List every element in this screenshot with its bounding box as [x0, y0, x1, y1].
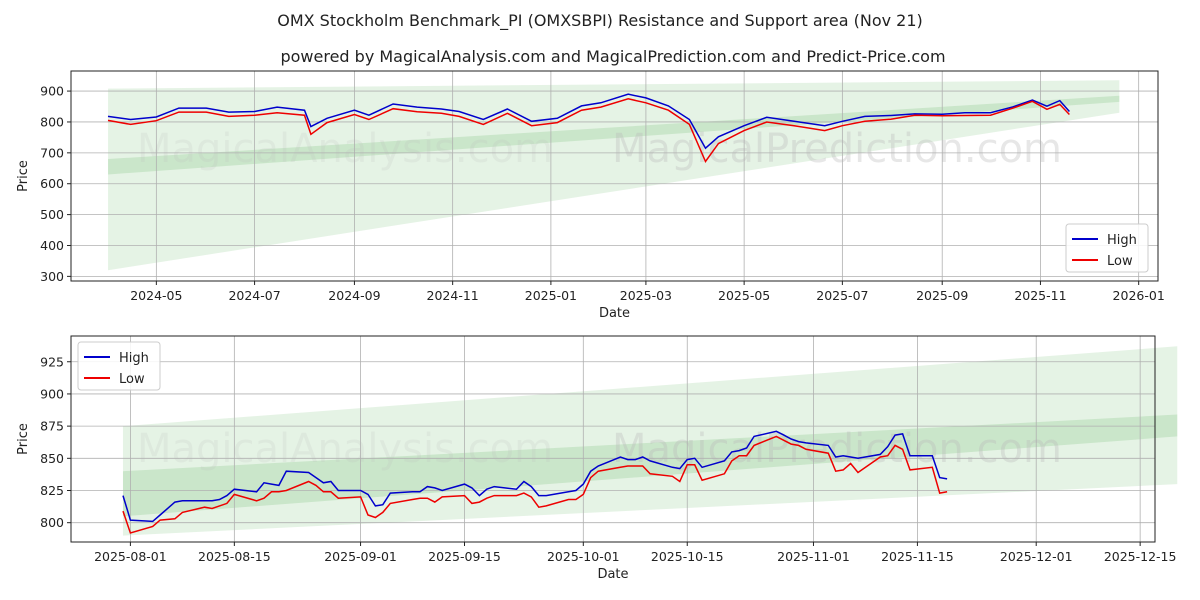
- x-tick-label: 2025-10-15: [651, 549, 724, 564]
- y-tick-label: 875: [40, 419, 64, 434]
- legend: High Low: [77, 341, 161, 391]
- x-tick-label: 2025-11: [1014, 288, 1066, 303]
- x-tick-label: 2024-09: [328, 288, 380, 303]
- y-tick-label: 300: [40, 269, 64, 284]
- legend-label-low: Low: [119, 372, 145, 387]
- watermark: MagicalAnalysis.com: [137, 426, 553, 472]
- y-tick-label: 500: [40, 207, 64, 222]
- legend-label-high: High: [119, 351, 149, 366]
- chart-subtitle: powered by MagicalAnalysis.com and Magic…: [280, 47, 945, 66]
- x-tick-label: 2025-11-01: [777, 549, 850, 564]
- watermark: MagicalPrediction.com: [612, 126, 1062, 172]
- x-axis-label: Date: [599, 306, 630, 321]
- x-tick-label: 2025-09: [916, 288, 968, 303]
- y-axis-label: Price: [16, 160, 31, 192]
- legend-label-low: Low: [1107, 254, 1133, 269]
- resistance-support-band: [108, 80, 1120, 271]
- x-tick-label: 2025-08-15: [198, 549, 271, 564]
- y-tick-label: 850: [40, 451, 64, 466]
- x-tick-label: 2024-07: [228, 288, 280, 303]
- plot-frame: [70, 335, 1156, 543]
- top-chart: MagicalAnalysis.com MagicalPrediction.com…: [16, 70, 1165, 321]
- x-axis-label: Date: [597, 567, 628, 582]
- x-tick-label: 2025-07: [816, 288, 868, 303]
- series-line-high: [107, 93, 1070, 150]
- y-tick-label: 900: [40, 84, 64, 99]
- x-tick-label: 2024-05: [130, 288, 182, 303]
- x-tick-label: 2025-03: [620, 288, 672, 303]
- x-tick-label: 2025-09-01: [324, 549, 397, 564]
- y-tick-label: 800: [40, 515, 64, 530]
- series-line-low: [107, 98, 1070, 164]
- legend: High Low: [1065, 223, 1149, 273]
- x-tick-label: 2026-01: [1113, 288, 1165, 303]
- x-tick-label: 2025-08-01: [94, 549, 167, 564]
- x-tick-label: 2025-09-15: [428, 549, 501, 564]
- x-tick-label: 2025-10-01: [547, 549, 620, 564]
- y-tick-label: 800: [40, 114, 64, 129]
- x-tick-label: 2025-11-15: [881, 549, 954, 564]
- x-tick-label: 2025-01: [525, 288, 577, 303]
- y-tick-label: 600: [40, 176, 64, 191]
- y-tick-label: 925: [40, 354, 64, 369]
- y-tick-label: 825: [40, 483, 64, 498]
- watermark: MagicalAnalysis.com: [137, 126, 553, 172]
- y-axis-label: Price: [16, 423, 31, 455]
- chart-title: OMX Stockholm Benchmark_PI (OMXSBPI) Res…: [277, 11, 923, 31]
- x-tick-label: 2025-05: [718, 288, 770, 303]
- series-line-low: [122, 435, 948, 534]
- resistance-support-band: [108, 95, 1120, 175]
- y-tick-label: 900: [40, 386, 64, 401]
- series-line-high: [122, 430, 948, 523]
- plot-frame: [70, 70, 1159, 282]
- bottom-chart: MagicalAnalysis.com MagicalPrediction.com…: [16, 335, 1178, 582]
- x-tick-label: 2025-12-15: [1104, 549, 1177, 564]
- x-tick-label: 2025-12-01: [1000, 549, 1073, 564]
- y-tick-label: 700: [40, 145, 64, 160]
- legend-label-high: High: [1107, 233, 1137, 248]
- x-tick-label: 2024-11: [427, 288, 479, 303]
- watermark: MagicalPrediction.com: [612, 426, 1062, 472]
- y-tick-label: 400: [40, 238, 64, 253]
